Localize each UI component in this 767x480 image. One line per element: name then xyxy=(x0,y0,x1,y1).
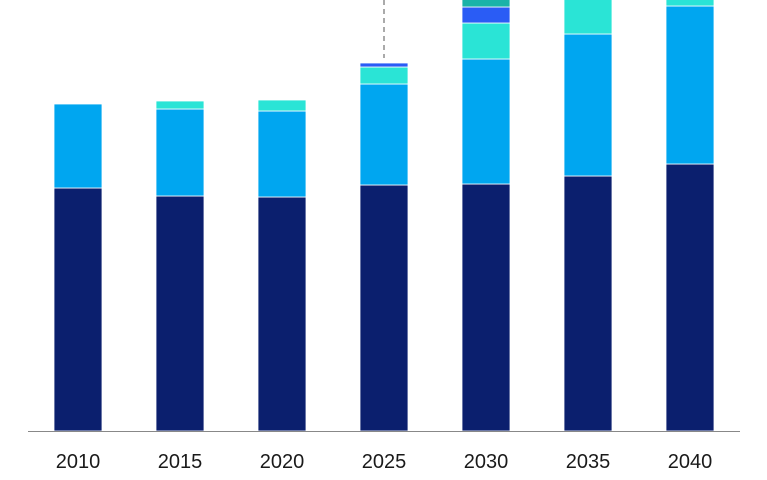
bar-segment-2015-s3 xyxy=(155,100,205,110)
x-tick-label-2040: 2040 xyxy=(668,451,713,473)
bar-segment-2020-s2 xyxy=(257,110,307,198)
bar-segment-2035-s2 xyxy=(563,33,613,177)
bar-segment-2015-s1 xyxy=(155,195,205,432)
x-tick-label-2010: 2010 xyxy=(56,451,101,473)
bar-segment-2015-s2 xyxy=(155,108,205,197)
bar-segment-2040-s3 xyxy=(665,0,715,7)
x-tick-label-2020: 2020 xyxy=(260,451,305,473)
bar-segment-2030-s5 xyxy=(461,0,511,8)
bar-segment-2020-s1 xyxy=(257,196,307,432)
bar-segment-2010-s2 xyxy=(53,103,103,189)
bar-segment-2030-s3 xyxy=(461,22,511,60)
bar-segment-2025-s2 xyxy=(359,83,409,186)
x-tick-labels: 2010 2015 2020 2025 2030 2035 2040 xyxy=(56,451,713,473)
bar-segment-2035-s1 xyxy=(563,175,613,432)
x-tick-label-2030: 2030 xyxy=(464,451,509,473)
x-tick-label-2015: 2015 xyxy=(158,451,203,473)
bars-group xyxy=(53,0,715,432)
bar-segment-2030-s1 xyxy=(461,183,511,432)
bar-segment-2035-s3 xyxy=(563,0,613,35)
bar-segment-2030-s2 xyxy=(461,58,511,185)
x-tick-label-2035: 2035 xyxy=(566,451,611,473)
bar-segment-2020-s3 xyxy=(257,99,307,112)
bar-segment-2010-s1 xyxy=(53,187,103,432)
bar-segment-2025-s3 xyxy=(359,66,409,85)
x-tick-label-2025: 2025 xyxy=(362,451,407,473)
bar-segment-2040-s1 xyxy=(665,163,715,432)
bar-segment-2025-s1 xyxy=(359,184,409,432)
bar-segment-2040-s2 xyxy=(665,5,715,165)
bar-segment-2025-s4 xyxy=(359,62,409,68)
bar-segment-2030-s4 xyxy=(461,6,511,24)
